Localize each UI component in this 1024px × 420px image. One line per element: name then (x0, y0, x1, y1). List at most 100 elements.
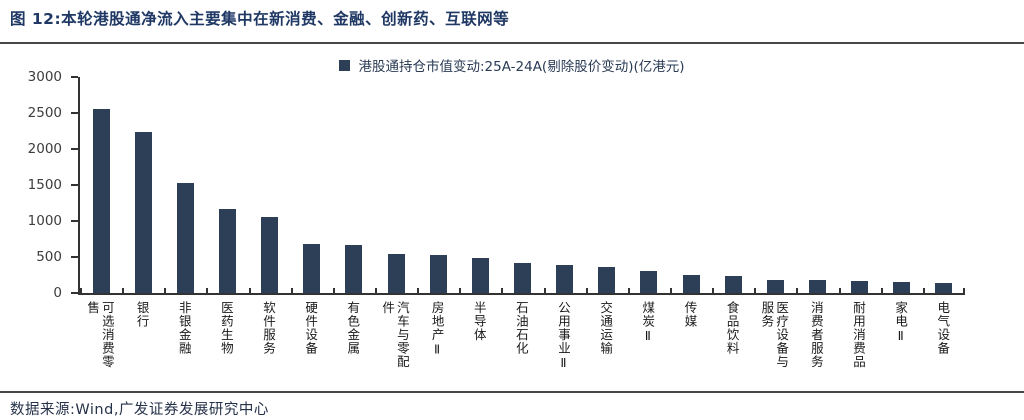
x-category-label-text: 煤炭Ⅱ (640, 301, 656, 344)
x-category-label-text: 半导体 (471, 301, 487, 342)
bar-耐用消费品 (851, 281, 869, 293)
y-tick-label: 500 (36, 249, 62, 265)
x-tick-mark (290, 288, 293, 293)
bar-公用事业Ⅱ (556, 264, 574, 293)
x-tick-mark (880, 288, 883, 293)
legend-label: 港股通持仓市值变动:25A-24A(剔除股价变动)(亿港元) (358, 59, 685, 75)
x-category-label: 石油石化 (499, 301, 541, 393)
chart-legend: 港股通持仓市值变动:25A-24A(剔除股价变动)(亿港元) (0, 55, 1024, 75)
x-tick-mark (796, 288, 799, 293)
x-category-label: 医药生物 (204, 301, 246, 393)
x-category-label: 公用事业Ⅱ (542, 301, 584, 393)
x-category-label-text: 房地产Ⅱ (429, 301, 445, 358)
y-tick-mark (71, 112, 78, 114)
x-category-label: 耐用消费品 (837, 301, 879, 393)
bar-chart-plot-area (78, 77, 965, 295)
x-tick-mark (248, 288, 251, 293)
x-category-label: 传媒 (668, 301, 710, 393)
x-category-label-text: 交通运输 (598, 301, 614, 355)
x-category-label: 半导体 (457, 301, 499, 393)
y-tick-mark (71, 220, 78, 222)
x-category-label-text: 消费者服务 (808, 301, 824, 369)
x-category-label-text: 汽车与零配 件 (380, 301, 410, 369)
y-tick-mark (71, 256, 78, 258)
y-tick-mark (71, 76, 78, 78)
x-category-label: 可选消费零 售 (78, 301, 120, 393)
bar-食品饮料 (724, 275, 742, 293)
x-category-label-text: 传媒 (682, 301, 698, 328)
y-tick-label: 1500 (27, 177, 62, 193)
x-category-label-text: 可选消费零 售 (85, 301, 115, 369)
x-tick-mark (375, 288, 377, 293)
x-category-label-text: 医疗设备与 服务 (759, 301, 790, 369)
x-category-label: 非银金融 (162, 301, 204, 393)
x-tick-mark (501, 288, 504, 293)
x-tick-mark (670, 288, 672, 293)
bar-交通运输 (598, 266, 616, 293)
source-note: 数据来源:Wind,广发证券发展研究中心 (10, 402, 269, 418)
bar-石油石化 (514, 262, 531, 293)
legend-square-icon (339, 59, 351, 71)
x-tick-mark (80, 288, 82, 293)
x-category-label: 消费者服务 (794, 301, 836, 393)
x-tick-mark (332, 288, 335, 293)
divider-top (0, 42, 1024, 44)
bar-医药生物 (219, 209, 236, 293)
bar-家电Ⅱ (893, 282, 911, 293)
x-tick-mark (543, 288, 546, 293)
x-category-label-text: 公用事业Ⅱ (556, 301, 571, 371)
x-category-label: 食品饮料 (710, 301, 752, 393)
y-tick-mark (71, 292, 78, 294)
figure-title: 图 12:本轮港股通净流入主要集中在新消费、金融、创新药、互联网等 (10, 10, 510, 28)
y-tick-label: 1000 (27, 213, 62, 229)
x-category-label-text: 硬件设备 (303, 301, 319, 355)
y-tick-mark (71, 148, 78, 150)
x-category-label-text: 银行 (134, 301, 150, 328)
x-tick-mark (417, 288, 420, 293)
x-category-label-text: 石油石化 (513, 301, 529, 355)
bar-消费者服务 (809, 280, 826, 293)
x-category-label: 汽车与零配 件 (373, 301, 415, 393)
x-category-label: 硬件设备 (289, 301, 331, 393)
x-category-label-text: 电气设备 (935, 301, 951, 355)
x-category-label-text: 软件服务 (261, 301, 276, 355)
x-tick-mark (922, 288, 925, 293)
x-tick-mark (206, 288, 209, 293)
y-tick-label: 0 (53, 285, 62, 301)
x-category-label: 交通运输 (584, 301, 626, 393)
x-category-label: 医疗设备与 服务 (752, 301, 794, 393)
bar-房地产Ⅱ (429, 254, 447, 293)
bar-传媒 (682, 274, 700, 293)
bar-电气设备 (935, 282, 953, 293)
y-tick-label: 2000 (27, 141, 62, 157)
y-tick-label: 2500 (27, 105, 62, 121)
x-category-label-text: 医药生物 (218, 301, 234, 355)
x-tick-mark (122, 288, 125, 293)
x-category-label: 家电Ⅱ (879, 301, 921, 393)
x-axis-labels: 可选消费零 售银行 非银金融 医药生物 软件服务 硬件设备 有色金属 汽车与零配 件 房地产Ⅱ… (78, 301, 963, 393)
y-tick-mark (71, 184, 78, 186)
divider-bottom (0, 391, 1024, 393)
x-category-label: 煤炭Ⅱ (626, 301, 668, 393)
x-tick-mark (963, 288, 965, 293)
bar-可选消费零售 (92, 109, 110, 293)
bar-硬件设备 (303, 244, 321, 293)
x-category-label-text: 家电Ⅱ (893, 301, 909, 344)
bar-汽车与零配件 (387, 254, 405, 293)
bar-有色金属 (345, 245, 363, 293)
bar-医疗设备与服务 (766, 279, 784, 293)
x-category-label-text: 耐用消费品 (851, 301, 866, 369)
x-category-label-text: 有色金属 (345, 301, 361, 355)
x-category-label-text: 非银金融 (176, 301, 192, 355)
bar-煤炭Ⅱ (640, 271, 658, 293)
bar-软件服务 (261, 217, 279, 293)
x-tick-mark (164, 288, 167, 293)
y-tick-label: 3000 (27, 69, 62, 85)
x-category-label: 有色金属 (331, 301, 373, 393)
y-axis: 0 500 1000 1500 2000 2500 3000 (0, 69, 78, 301)
x-category-label: 软件服务 (247, 301, 289, 393)
x-tick-mark (712, 288, 715, 293)
x-category-label: 银行 (120, 301, 162, 393)
x-tick-mark (459, 288, 462, 293)
